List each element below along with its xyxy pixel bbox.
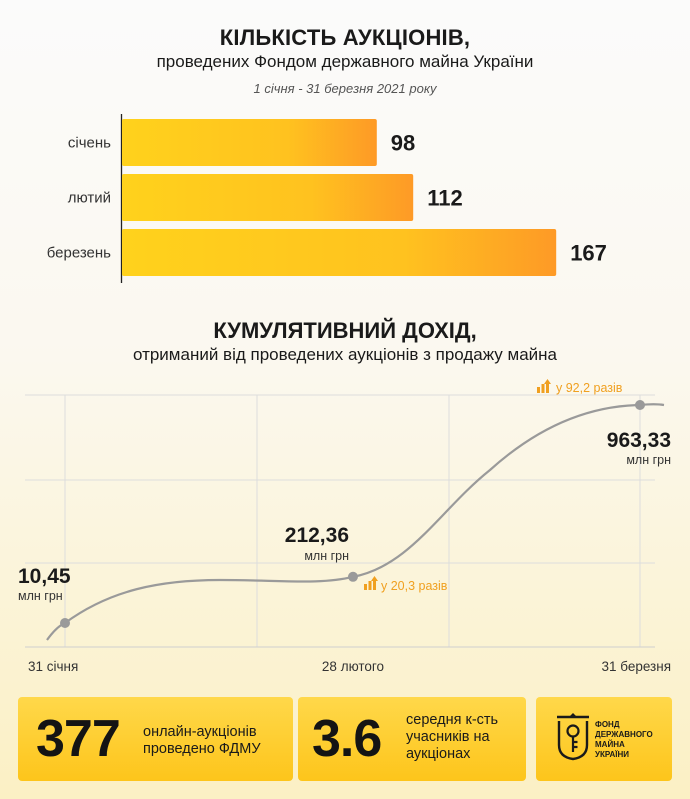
x-tick-label: 31 січня [28, 659, 78, 674]
line-chart-title: КУМУЛЯТИВНИЙ ДОХІД, [213, 318, 477, 343]
bar-1 [122, 119, 377, 166]
bar-category-label: лютий [68, 190, 111, 207]
fdmu-logo-icon [557, 713, 589, 761]
data-point [635, 400, 645, 410]
data-point-unit: млн грн [304, 549, 349, 563]
logo-line3: МАЙНА [595, 740, 625, 749]
logo-line2: ДЕРЖАВНОГО [595, 730, 653, 739]
data-point-value: 212,36 [285, 524, 349, 547]
logo-line4: УКРАЇНИ [595, 750, 630, 759]
participants-average: 3.6 [312, 710, 382, 768]
x-tick-label: 28 лютого [322, 659, 384, 674]
data-point [348, 571, 358, 582]
auctions-count: 377 [36, 710, 121, 768]
bar-chart-title: КІЛЬКІСТЬ АУКЦІОНІВ, [219, 25, 471, 50]
revenue-curve [46, 403, 665, 641]
data-point-unit: млн грн [626, 453, 671, 467]
line-chart-subtitle: отриманий від проведених аукціонів з про… [132, 345, 558, 364]
card-auctions: 377 онлайн-аукціонів проведено ФДМУ [18, 697, 293, 781]
growth-label: у 92,2 разів [556, 381, 623, 395]
auctions-text-line1: онлайн-аукціонів [143, 724, 257, 740]
data-point-unit: млн грн [18, 589, 63, 603]
participants-text-line2: учасників на [406, 729, 490, 745]
card-participants: 3.6 середня к-сть учасників на аукціонах [298, 697, 526, 781]
participants-text-line3: аукціонах [406, 746, 471, 762]
participants-text: середня к-сть учасників на аукціонах [406, 712, 498, 763]
auctions-text: онлайн-аукціонів проведено ФДМУ [143, 724, 261, 758]
bar-category-label: березень [47, 245, 111, 262]
data-point-value: 10,45 [18, 565, 71, 588]
growth-label: у 20,3 разів [381, 579, 448, 593]
data-point-value: 963,33 [607, 429, 671, 452]
bar-value-label: 112 [427, 186, 463, 211]
bar-chart: січень 98 лютий 112 березень 167 [47, 114, 607, 283]
bar-category-label: січень [68, 135, 111, 152]
participants-text-line1: середня к-сть [406, 712, 499, 728]
auctions-text-line2: проведено ФДМУ [143, 741, 261, 757]
x-tick-label: 31 березня [601, 659, 671, 674]
growth-arrow-icon [364, 576, 378, 590]
logo-line1: ФОНД [595, 720, 620, 729]
bar-value-label: 98 [391, 131, 415, 156]
growth-arrow-icon [537, 379, 551, 393]
bar-value-label: 167 [570, 241, 607, 266]
bar-2 [122, 174, 414, 221]
bar-3 [122, 229, 557, 276]
data-point [60, 618, 70, 628]
period-label: 1 січня - 31 березня 2021 року [253, 81, 437, 96]
bar-chart-subtitle: проведених Фондом державного майна Украї… [156, 52, 534, 71]
fdmu-logo-text: ФОНД ДЕРЖАВНОГО МАЙНА УКРАЇНИ [595, 720, 653, 760]
